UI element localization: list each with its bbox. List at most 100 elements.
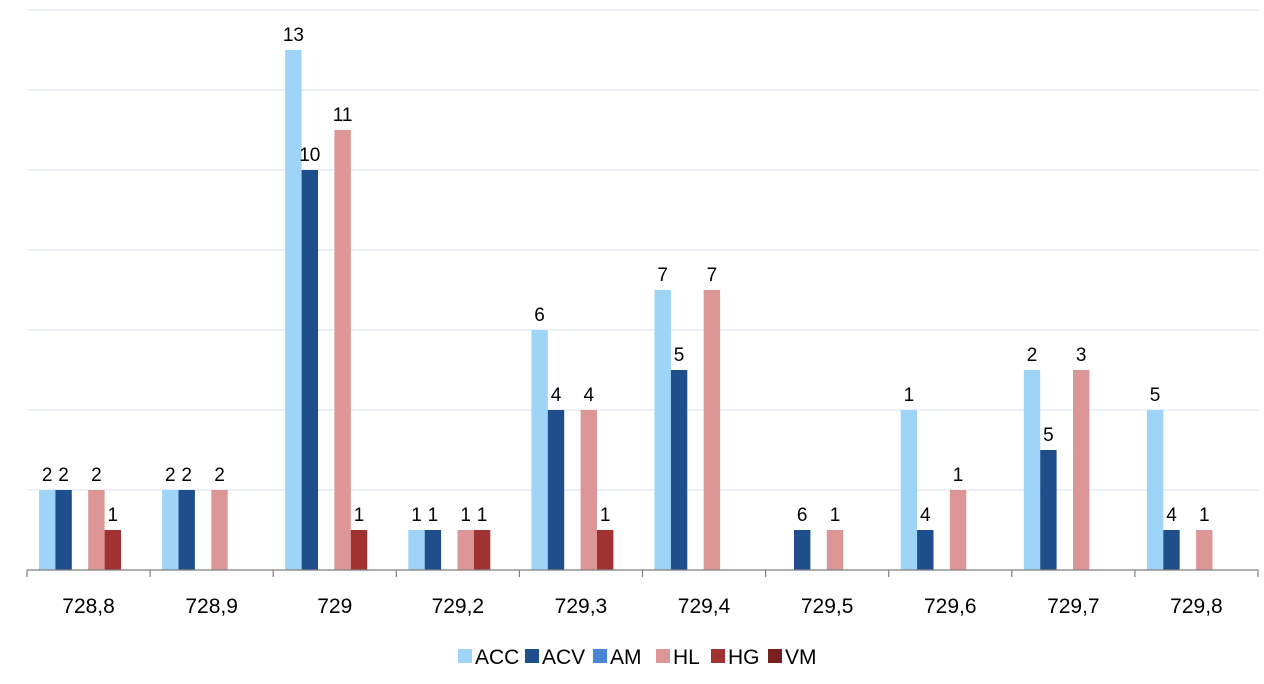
gridlines — [27, 9, 1258, 491]
legend-swatch — [458, 649, 472, 663]
legend: ACC ACV AM HL HG VM — [458, 646, 817, 669]
data-label: 1 — [428, 505, 439, 526]
legend-label: ACC — [475, 646, 519, 669]
data-label: 10 — [299, 145, 320, 166]
x-tick-label: 728,8 — [62, 595, 115, 618]
x-tick-label: 729,2 — [432, 595, 485, 618]
data-label: 5 — [674, 345, 685, 366]
legend-swatch — [711, 649, 725, 663]
bar-acc — [285, 50, 302, 570]
legend-item-acv: ACV — [525, 646, 585, 669]
data-label: 7 — [707, 265, 718, 286]
bar-hl — [580, 410, 597, 570]
data-label: 4 — [1166, 505, 1177, 526]
data-label: 2 — [42, 465, 53, 486]
legend-swatch — [768, 649, 782, 663]
data-label: 2 — [91, 465, 102, 486]
bar-hl — [1196, 530, 1213, 570]
data-label: 2 — [165, 465, 176, 486]
x-tick-label: 728,9 — [185, 595, 238, 618]
bars — [39, 50, 1213, 570]
x-axis: 728,8 728,9 729 729,2 729,3 729,4 729,5 729,6 72… — [26, 569, 1259, 618]
x-tick-label: 729,7 — [1047, 595, 1100, 618]
data-label: 13 — [283, 25, 304, 46]
bar-acv — [1163, 530, 1180, 570]
legend-label: AM — [610, 646, 642, 669]
x-tick-label: 729,3 — [555, 595, 608, 618]
data-label: 1 — [1199, 505, 1210, 526]
bar-acv — [794, 530, 811, 570]
legend-item-hg: HG — [711, 646, 760, 669]
x-tick-label: 729 — [317, 595, 352, 618]
bar-hl — [88, 490, 105, 570]
bar-acv — [547, 410, 565, 570]
bar-hg — [104, 530, 121, 570]
bar-hl — [1073, 370, 1090, 570]
bar-acc — [531, 330, 548, 570]
bar-hg — [597, 530, 614, 570]
bar-acv — [301, 170, 318, 570]
legend-label: VM — [785, 646, 817, 669]
data-label: 1 — [108, 505, 119, 526]
bar-acc — [408, 530, 425, 570]
legend-item-vm: VM — [768, 646, 817, 669]
bar-acv — [670, 370, 688, 570]
data-label: 1 — [830, 505, 841, 526]
data-label: 2 — [58, 465, 69, 486]
legend-label: HG — [728, 646, 760, 669]
bar-acc — [39, 490, 56, 570]
legend-swatch — [525, 649, 539, 663]
bar-acv — [55, 490, 72, 570]
bar-acv — [424, 530, 442, 570]
legend-swatch — [656, 649, 670, 663]
data-label: 2 — [181, 465, 192, 486]
data-label: 5 — [1150, 385, 1161, 406]
data-label: 2 — [214, 465, 225, 486]
bar-hg — [473, 530, 491, 570]
x-tick-label: 729,6 — [924, 595, 977, 618]
bar-hl — [457, 530, 474, 570]
data-label: 2 — [1027, 345, 1038, 366]
bar-acc — [162, 490, 179, 570]
bar-hl — [949, 490, 967, 570]
legend-item-hl: HL — [656, 646, 700, 669]
data-label: 7 — [657, 265, 668, 286]
data-label: 4 — [551, 385, 562, 406]
data-label: 1 — [600, 505, 611, 526]
bar-acc — [654, 290, 671, 570]
data-label: 1 — [904, 385, 915, 406]
legend-item-acc: ACC — [458, 646, 519, 669]
data-label: 4 — [584, 385, 595, 406]
bar-acc — [900, 410, 918, 570]
data-label: 1 — [411, 505, 422, 526]
x-tick-label: 729,5 — [801, 595, 854, 618]
data-label: 3 — [1076, 345, 1087, 366]
legend-label: ACV — [542, 646, 585, 669]
bar-hl — [334, 130, 351, 570]
x-tick-label: 729,4 — [678, 595, 731, 618]
data-label: 6 — [797, 505, 808, 526]
bar-hg — [350, 530, 368, 570]
legend-item-am: AM — [593, 646, 642, 669]
x-tick-label: 729,8 — [1170, 595, 1223, 618]
bar-acv — [1040, 450, 1057, 570]
data-label: 5 — [1043, 425, 1054, 446]
bar-acc — [1023, 370, 1041, 570]
data-label: 1 — [354, 505, 365, 526]
bar-hl — [211, 490, 228, 570]
data-label: 1 — [460, 505, 471, 526]
bar-hl — [703, 290, 721, 570]
data-label: 6 — [534, 305, 545, 326]
bar-acc — [1146, 410, 1164, 570]
legend-swatch — [593, 649, 607, 663]
data-label: 4 — [920, 505, 931, 526]
legend-label: HL — [673, 646, 700, 669]
data-label: 11 — [333, 105, 353, 126]
data-label: 1 — [953, 465, 964, 486]
bar-hl — [826, 530, 844, 570]
bar-acv — [178, 490, 195, 570]
data-label: 1 — [477, 505, 488, 526]
